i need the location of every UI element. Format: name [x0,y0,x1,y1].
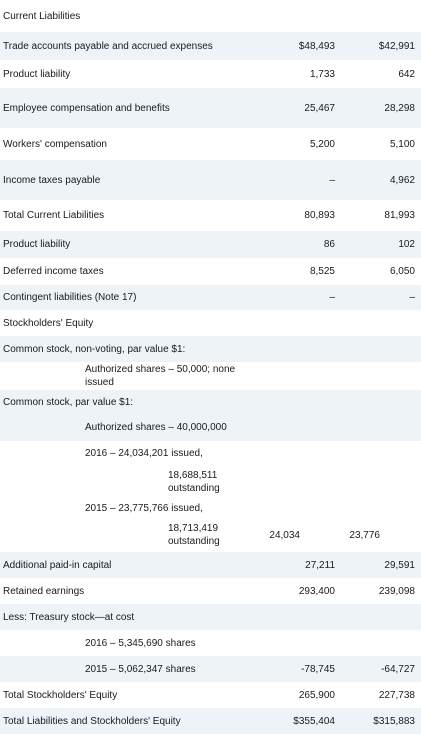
row-label: Total Current Liabilities [3,210,105,221]
table-row: Common stock, par value $1: [0,390,421,414]
row-label: 18,688,511 outstanding [168,470,220,494]
value-2015: 28,298 [384,102,415,114]
table-row: Trade accounts payable and accrued expen… [0,32,421,60]
section-heading: Stockholders' Equity [3,317,94,329]
row-label: 2016 – 5,345,690 shares [85,637,196,649]
value-2015: 5,100 [389,138,415,150]
table-row: Common stock, non-voting, par value $1: [0,336,421,362]
value-2016: 86 [323,239,335,250]
table-row: 2016 – 24,034,201 issued, [0,441,421,466]
value-2016: 265,900 [298,689,335,701]
table-row: Product liability 1,733 642 [0,60,421,88]
table-row: Authorized shares – 50,000; none issued [0,362,421,390]
value-2015: 23,776 [349,529,380,541]
row-label: 2016 – 24,034,201 issued, [85,448,203,459]
value-2016: $355,404 [293,715,335,727]
table-row: Total Current Liabilities 80,893 81,993 [0,200,421,231]
value-2016: $48,493 [298,40,335,52]
value-2016: 27,211 [305,559,335,571]
table-row: 18,688,511 outstanding [0,466,421,498]
table-row: Workers' compensation 5,200 5,100 [0,128,421,160]
value-2016: – [329,292,335,303]
value-2015: 239,098 [378,585,415,597]
table-row: Authorized shares – 40,000,000 [0,414,421,441]
value-2016: – [329,174,335,186]
value-2016: 24,034 [269,529,300,541]
value-2015: 102 [398,239,415,250]
row-label: Product liability [3,239,71,250]
value-2015: $42,991 [378,40,415,52]
row-label: Trade accounts payable and accrued expen… [3,40,213,52]
row-label: Additional paid-in capital [3,559,112,571]
table-row: Retained earnings 293,400 239,098 [0,578,421,604]
row-label: Current Liabilities [3,10,81,22]
row-label: Common stock, non-voting, par value $1: [3,343,186,355]
table-row: Total Stockholders' Equity 265,900 227,7… [0,682,421,708]
row-label: Authorized shares – 50,000; none issued [85,364,236,388]
value-2016: 293,400 [298,585,335,597]
table-row: Contingent liabilities (Note 17) – – [0,285,421,310]
value-2016: 1,733 [309,68,335,80]
value-2015: -64,727 [381,663,415,675]
table-row: Income taxes payable – 4,962 [0,160,421,200]
row-label: 2015 – 23,775,766 issued, [85,502,203,514]
value-2016: -78,745 [301,663,335,675]
table-row: Stockholders' Equity [0,310,421,336]
row-label: Income taxes payable [3,174,101,186]
value-2015: 642 [398,68,415,80]
row-label: Deferred income taxes [3,266,104,277]
value-2015: $315,883 [373,715,415,727]
table-row: 18,713,419 outstanding 24,034 23,776 [0,518,421,552]
row-label: Product liability [3,68,71,80]
table-row: Current Liabilities [0,0,421,32]
row-label: Workers' compensation [3,138,107,150]
value-2015: 81,993 [384,210,415,221]
row-label: Authorized shares – 40,000,000 [85,422,227,433]
value-2015: 29,591 [384,559,415,571]
table-row: Additional paid-in capital 27,211 29,591 [0,552,421,578]
row-label: Total Stockholders' Equity [3,689,118,701]
table-row: 2016 – 5,345,690 shares [0,630,421,656]
value-2015: 227,738 [378,689,415,701]
table-row: Less: Treasury stock—at cost [0,604,421,630]
row-label: Retained earnings [3,585,85,597]
row-label: Less: Treasury stock—at cost [3,611,135,623]
row-label: Common stock, par value $1: [3,396,134,408]
table-row: 2015 – 23,775,766 issued, [0,498,421,518]
table-row: Employee compensation and benefits 25,46… [0,88,421,128]
row-label: 18,713,419 outstanding [168,523,220,547]
value-2016: 8,525 [309,266,335,277]
value-2015: – [409,292,415,303]
table-row: Product liability 86 102 [0,231,421,258]
value-2015: 4,962 [389,174,415,186]
row-label: Contingent liabilities (Note 17) [3,292,137,303]
value-2016: 80,893 [304,210,335,221]
row-label: Employee compensation and benefits [3,102,170,114]
row-label: Total Liabilities and Stockholders' Equi… [3,715,181,727]
table-row: Total Liabilities and Stockholders' Equi… [0,708,421,734]
value-2016: 5,200 [309,138,335,150]
value-2016: 25,467 [304,102,335,114]
table-row: 2015 – 5,062,347 shares -78,745 -64,727 [0,656,421,682]
value-2015: 6,050 [389,266,415,277]
row-label: 2015 – 5,062,347 shares [85,663,196,675]
table-row: Deferred income taxes 8,525 6,050 [0,258,421,285]
